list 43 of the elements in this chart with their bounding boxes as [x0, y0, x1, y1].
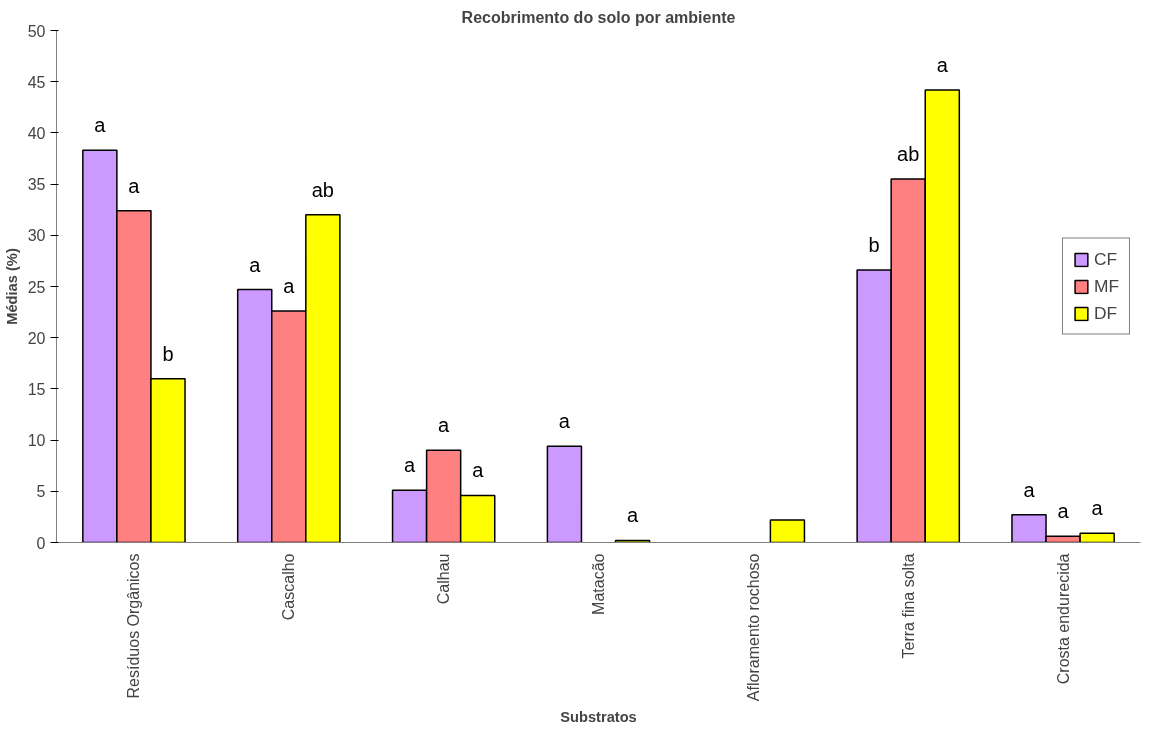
- x-axis-title: Substratos: [560, 709, 637, 726]
- bar: [769, 519, 806, 543]
- y-tick-label: 40: [27, 124, 46, 142]
- data-label: a: [94, 114, 107, 137]
- data-label: a: [1023, 478, 1036, 501]
- data-label: a: [249, 253, 262, 276]
- x-tick-label: Afloramento rochoso: [744, 553, 762, 702]
- y-tick-label: 35: [27, 176, 46, 194]
- x-tick-label: Resíduos Orgânicos: [125, 553, 143, 699]
- data-label: a: [1057, 500, 1070, 523]
- legend-label: MF: [1093, 275, 1119, 297]
- y-tick-label: 10: [27, 432, 46, 450]
- data-label: a: [404, 454, 417, 477]
- data-label: b: [162, 342, 174, 365]
- y-tick-label: 50: [27, 22, 46, 40]
- x-tick-label: Calhau: [435, 553, 453, 605]
- data-label: a: [1091, 497, 1104, 520]
- chart-title: Recobrimento do solo por ambiente: [461, 8, 736, 26]
- data-label: a: [558, 410, 571, 433]
- bar: [546, 445, 583, 543]
- data-label: ab: [897, 142, 920, 165]
- y-tick-label: 20: [27, 329, 46, 347]
- y-tick-label: 25: [27, 278, 46, 296]
- data-label: a: [283, 275, 296, 298]
- data-label: a: [627, 504, 640, 527]
- x-tick-label: Cascalho: [280, 553, 298, 621]
- data-label: a: [472, 459, 485, 482]
- data-label: b: [868, 234, 880, 257]
- y-tick-label: 45: [27, 73, 46, 91]
- x-tick-label: Terra fina solta: [899, 553, 917, 659]
- data-label: a: [936, 53, 949, 76]
- legend-label: CF: [1093, 248, 1118, 270]
- y-tick-label: 0: [36, 534, 46, 552]
- x-tick-label: Crosta endurecida: [1054, 553, 1072, 685]
- y-axis-title: Médias (%): [3, 248, 20, 325]
- data-label: a: [128, 174, 141, 197]
- data-label: ab: [311, 178, 334, 201]
- x-tick-label: Matacão: [590, 553, 607, 615]
- data-label: a: [438, 414, 451, 437]
- y-tick-label: 15: [27, 380, 46, 398]
- legend-label: DF: [1093, 302, 1118, 324]
- y-tick-label: 30: [27, 227, 46, 245]
- y-tick-label: 5: [36, 483, 46, 501]
